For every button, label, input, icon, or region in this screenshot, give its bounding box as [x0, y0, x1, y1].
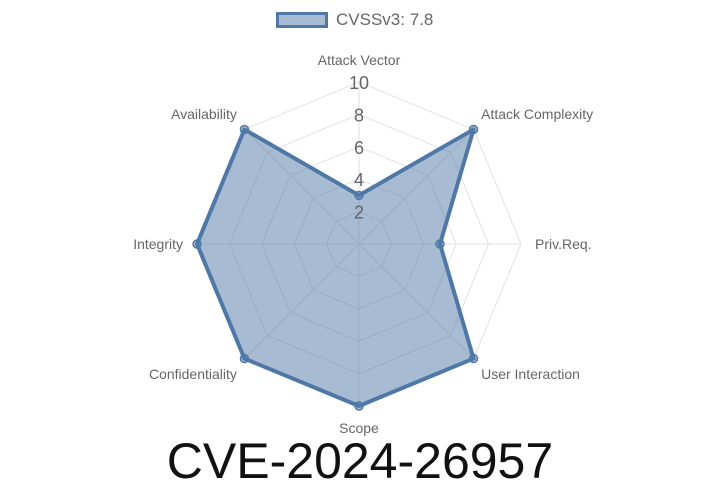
data-point [239, 124, 250, 135]
data-point [354, 401, 364, 411]
axis-label: Scope [339, 420, 379, 436]
data-point [435, 239, 445, 249]
data-point [239, 353, 250, 364]
data-point [354, 190, 364, 201]
data-point [468, 124, 479, 135]
data-point [192, 239, 202, 249]
tick-label: 10 [349, 73, 369, 93]
data-area [195, 127, 476, 408]
data-point [468, 353, 479, 364]
chart-title: CVE-2024-26957 [166, 433, 554, 489]
axis-label: Confidentiality [149, 366, 237, 382]
axis-label: Integrity [133, 236, 183, 252]
axis-label: Priv.Req. [535, 236, 592, 252]
legend-label: CVSSv3: 7.8 [336, 10, 434, 29]
tick-label: 2 [354, 203, 364, 223]
axis-label: User Interaction [481, 366, 580, 382]
axis-label: Attack Complexity [481, 106, 593, 122]
tick-label: 8 [354, 105, 364, 125]
axis-label: Attack Vector [318, 52, 401, 68]
legend[interactable]: CVSSv3: 7.8 [276, 10, 433, 30]
legend-swatch [276, 12, 328, 28]
axis-label: Availability [171, 106, 237, 122]
tick-label: 4 [354, 170, 364, 190]
tick-label: 6 [354, 138, 364, 158]
